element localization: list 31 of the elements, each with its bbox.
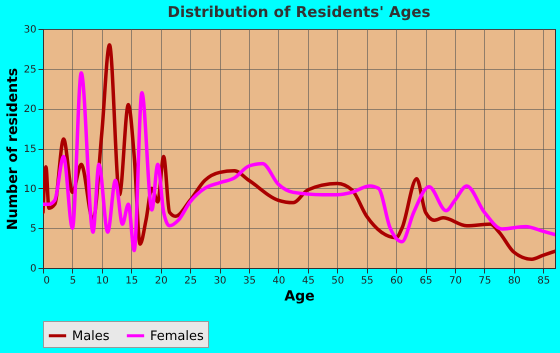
- y-axis-title: Number of residents: [4, 68, 21, 230]
- x-tick-label: 35: [243, 276, 256, 286]
- x-tick-label: 50: [331, 276, 344, 286]
- x-tick-label: 45: [302, 276, 315, 286]
- y-tick-label: 20: [24, 104, 36, 116]
- y-tick-label: 15: [24, 144, 36, 155]
- line-series: [43, 71, 555, 252]
- x-tick-label: 20: [154, 276, 168, 286]
- x-tick-label: 5: [70, 276, 76, 286]
- y-tick-label: 25: [24, 64, 36, 76]
- x-tick-label: 70: [449, 276, 462, 286]
- x-tick-label: 85: [537, 276, 550, 286]
- legend-label: Males: [72, 328, 110, 344]
- x-tick-label: 55: [360, 276, 374, 286]
- x-tick-label: 10: [96, 276, 109, 286]
- x-tick-label: 60: [390, 276, 403, 286]
- x-tick-label: 40: [272, 276, 286, 286]
- x-tick-label: 25: [184, 276, 197, 286]
- y-tick-label: 5: [30, 224, 36, 235]
- x-tick-label: 75: [478, 276, 492, 286]
- x-tick-label: 30: [214, 276, 226, 286]
- legend-label: Females: [150, 328, 204, 344]
- x-tick-label: 80: [508, 276, 521, 286]
- y-tick-label: 30: [24, 24, 36, 36]
- chart-title: Distribution of Residents' Ages: [168, 3, 431, 21]
- y-tick-label: 10: [24, 184, 36, 195]
- x-tick-label: 0: [44, 276, 50, 286]
- y-tick-label: 0: [30, 264, 36, 274]
- x-tick-label: 65: [420, 276, 432, 286]
- x-tick-label: 15: [125, 276, 138, 286]
- x-axis-title: Age: [284, 288, 315, 304]
